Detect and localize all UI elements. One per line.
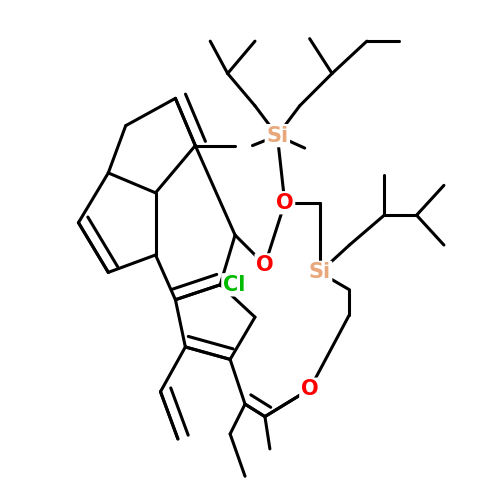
Text: O: O bbox=[301, 379, 318, 399]
Text: O: O bbox=[256, 255, 274, 275]
Text: Si: Si bbox=[308, 262, 330, 282]
Text: Cl: Cl bbox=[223, 275, 246, 295]
Text: Si: Si bbox=[266, 126, 288, 146]
Text: O: O bbox=[276, 193, 293, 213]
